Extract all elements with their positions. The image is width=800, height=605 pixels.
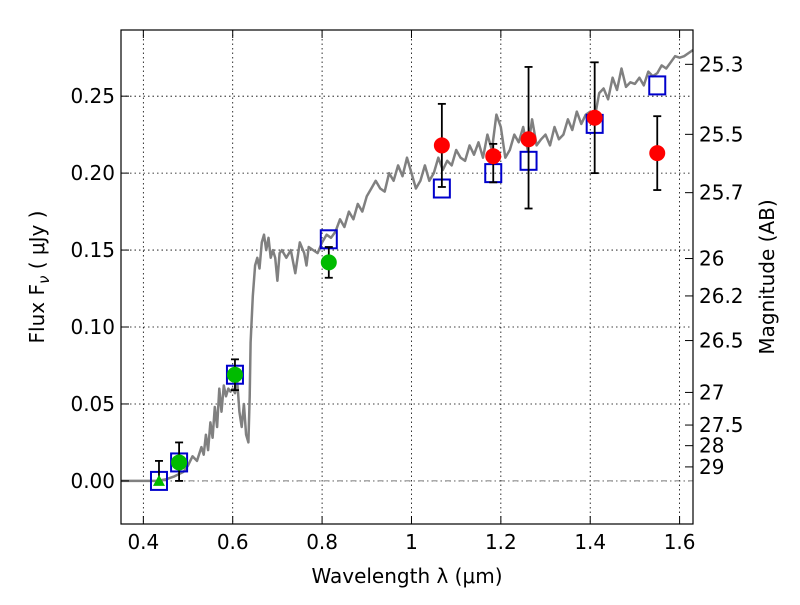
x-tick-label: 1 (405, 530, 418, 554)
y2-tick-label: 25.5 (699, 122, 744, 146)
ticks: 0.4 0.6 0.8 1 1.2 1.4 1.6 0.00 0.05 0.10 0.15 0.20 0… (70, 30, 744, 554)
observed-circle-marker (320, 254, 337, 271)
y-tick-label: 0.00 (70, 469, 115, 493)
observed-circle-marker (520, 131, 537, 148)
x-tick-label: 0.6 (217, 530, 249, 554)
observed-circle-marker (171, 454, 188, 471)
marker-layer (149, 61, 667, 491)
y2-tick-label: 29 (699, 455, 724, 479)
y2-tick-label: 25.7 (699, 181, 744, 205)
y-axis-label-subscript: ν (35, 276, 53, 284)
model-square-marker (648, 75, 667, 96)
y-tick-label: 0.05 (70, 392, 115, 416)
observed-circle-marker (649, 145, 666, 162)
y2-tick-label: 27.5 (699, 413, 744, 437)
observed-circle-marker (586, 109, 603, 126)
upper-limit-triangle-marker (152, 474, 165, 486)
y-axis-label: Flux Fν ( μJy ) (25, 211, 53, 344)
y2-tick-label: 26.5 (699, 329, 744, 353)
y2-tick-label: 26 (699, 247, 724, 271)
y2-tick-label: 27 (699, 380, 724, 404)
y2-tick-label: 28 (699, 434, 724, 458)
y-axis-label-main: Flux F (25, 284, 49, 343)
observed-circle-marker (226, 366, 243, 383)
x-tick-label: 0.4 (127, 530, 159, 554)
y-tick-label: 0.20 (70, 161, 115, 185)
y-axis-label-units: ( μJy ) (25, 211, 49, 276)
y-tick-label: 0.10 (70, 315, 115, 339)
observed-circle-marker (433, 137, 450, 154)
y-tick-label: 0.15 (70, 238, 115, 262)
x-tick-label: 1.2 (485, 530, 517, 554)
y2-axis-label: Magnitude (AB) (755, 199, 779, 354)
y2-tick-label: 26.2 (699, 284, 744, 308)
spectrum-line (121, 48, 694, 483)
x-tick-label: 1.4 (574, 530, 606, 554)
x-tick-label: 1.6 (664, 530, 696, 554)
observed-circle-marker (485, 148, 502, 165)
spectrum-layer (121, 48, 694, 483)
plot-frame (120, 29, 694, 525)
x-tick-label: 0.8 (306, 530, 338, 554)
y-tick-label: 0.25 (70, 84, 115, 108)
y2-tick-label: 25.3 (699, 52, 744, 76)
x-axis-label: Wavelength λ (μm) (311, 564, 502, 588)
grid (121, 30, 693, 524)
